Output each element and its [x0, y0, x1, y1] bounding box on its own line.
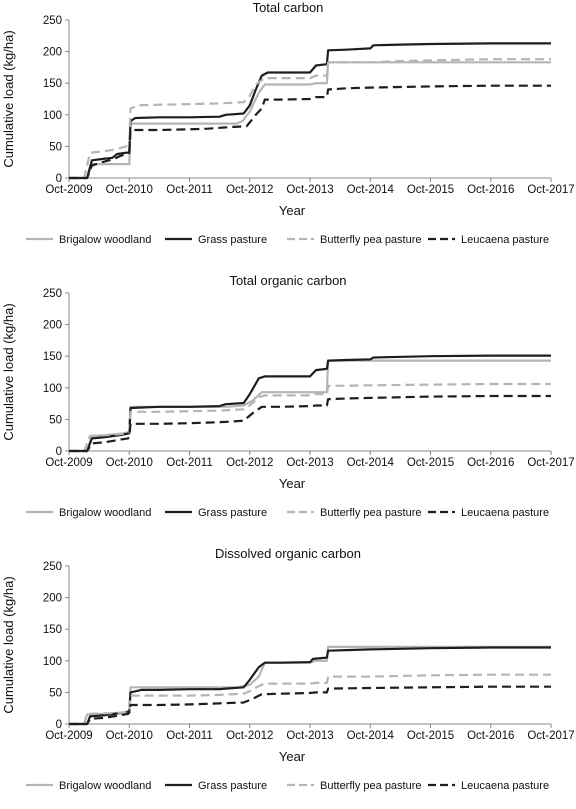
- x-tick-label: Oct-2013: [286, 457, 333, 469]
- y-axis-label: Cumulative load (kg/ha): [1, 576, 16, 713]
- x-tick-label: Oct-2016: [467, 730, 514, 742]
- x-tick-label: Oct-2014: [347, 457, 395, 469]
- x-axis-label: Year: [279, 749, 306, 764]
- x-tick-label: Oct-2010: [106, 457, 153, 469]
- chart-title: Total organic carbon: [229, 273, 346, 288]
- x-tick-label: Oct-2009: [45, 730, 92, 742]
- x-tick-label: Oct-2016: [467, 457, 514, 469]
- x-tick-label: Oct-2016: [467, 184, 514, 196]
- legend-label-grass: Grass pasture: [198, 780, 267, 792]
- y-tick-label: 0: [56, 173, 62, 185]
- y-tick-label: 100: [43, 110, 62, 122]
- x-tick-label: Oct-2010: [106, 730, 153, 742]
- x-tick-label: Oct-2012: [226, 457, 273, 469]
- y-tick-label: 50: [49, 141, 62, 153]
- x-tick-label: Oct-2014: [347, 730, 395, 742]
- x-tick-label: Oct-2009: [45, 457, 92, 469]
- x-tick-label: Oct-2015: [407, 457, 454, 469]
- series-line-brigalow: [69, 359, 551, 453]
- y-tick-label: 0: [56, 446, 62, 458]
- series-line-leucaena: [69, 394, 551, 453]
- legend-label-brigalow: Brigalow woodland: [59, 507, 151, 519]
- x-tick-label: Oct-2011: [166, 730, 212, 742]
- x-tick-label: Oct-2009: [45, 184, 92, 196]
- x-axis-label: Year: [279, 203, 306, 218]
- chart-title: Total carbon: [253, 0, 324, 15]
- y-tick-label: 150: [43, 78, 62, 90]
- chart-panel-dissolved-organic-carbon: Dissolved organic carbon 0 50 100 150 200 250 O…: [0, 546, 576, 809]
- x-tick-label: Oct-2012: [226, 730, 273, 742]
- legend-label-leucaena: Leucaena pasture: [461, 507, 549, 519]
- x-tick-label: Oct-2017: [527, 730, 574, 742]
- legend-label-grass: Grass pasture: [198, 234, 267, 246]
- y-tick-label: 250: [43, 288, 62, 300]
- series-line-leucaena: [69, 84, 551, 180]
- series-line-leucaena: [69, 685, 551, 726]
- series-line-grass: [69, 42, 551, 180]
- y-axis-label: Cumulative load (kg/ha): [1, 30, 16, 167]
- x-tick-label: Oct-2013: [286, 730, 333, 742]
- y-axis-label: Cumulative load (kg/ha): [1, 303, 16, 440]
- x-tick-label: Oct-2013: [286, 184, 333, 196]
- x-tick-label: Oct-2010: [106, 184, 153, 196]
- y-tick-label: 200: [43, 47, 62, 59]
- y-tick-label: 50: [49, 414, 62, 426]
- x-tick-label: Oct-2011: [166, 184, 212, 196]
- chart-svg-1: Total organic carbon 0 50 100 150 200 250 Oct-2…: [1, 273, 575, 519]
- x-tick-label: Oct-2014: [347, 184, 395, 196]
- legend-label-leucaena: Leucaena pasture: [461, 780, 549, 792]
- series-line-grass: [69, 354, 551, 453]
- chart-panel-total-organic-carbon: Total organic carbon 0 50 100 150 200 250 Oct-2…: [0, 273, 576, 536]
- y-tick-label: 100: [43, 383, 62, 395]
- y-tick-label: 250: [43, 561, 62, 573]
- series-line-butterfly: [69, 382, 551, 453]
- x-tick-label: Oct-2015: [407, 730, 454, 742]
- legend-label-butterfly: Butterfly pea pasture: [320, 234, 422, 246]
- series-line-brigalow: [69, 645, 551, 726]
- chart-svg-2: Dissolved organic carbon 0 50 100 150 200 250 O…: [1, 546, 575, 792]
- y-tick-label: 250: [43, 15, 62, 27]
- chart-title: Dissolved organic carbon: [215, 546, 361, 561]
- x-tick-label: Oct-2012: [226, 184, 273, 196]
- y-tick-label: 100: [43, 656, 62, 668]
- y-tick-label: 200: [43, 320, 62, 332]
- chart-svg-0: Total carbon 0 50 100 150 200 250 Oct-2009 Oct-2…: [1, 0, 575, 246]
- x-tick-label: Oct-2015: [407, 184, 454, 196]
- y-tick-label: 0: [56, 719, 62, 731]
- y-tick-label: 200: [43, 593, 62, 605]
- legend-label-brigalow: Brigalow woodland: [59, 234, 151, 246]
- legend-label-leucaena: Leucaena pasture: [461, 234, 549, 246]
- legend-label-butterfly: Butterfly pea pasture: [320, 780, 422, 792]
- series-line-brigalow: [69, 61, 551, 180]
- x-axis-label: Year: [279, 476, 306, 491]
- x-tick-label: Oct-2011: [166, 457, 212, 469]
- legend-label-brigalow: Brigalow woodland: [59, 780, 151, 792]
- legend-label-grass: Grass pasture: [198, 507, 267, 519]
- series-line-butterfly: [69, 673, 551, 726]
- y-tick-label: 50: [49, 687, 62, 699]
- y-tick-label: 150: [43, 624, 62, 636]
- x-tick-label: Oct-2017: [527, 457, 574, 469]
- chart-panel-total-carbon: Total carbon 0 50 100 150 200 250 Oct-2009 Oct-2…: [0, 0, 576, 263]
- y-tick-label: 150: [43, 351, 62, 363]
- legend-label-butterfly: Butterfly pea pasture: [320, 507, 422, 519]
- x-tick-label: Oct-2017: [527, 184, 574, 196]
